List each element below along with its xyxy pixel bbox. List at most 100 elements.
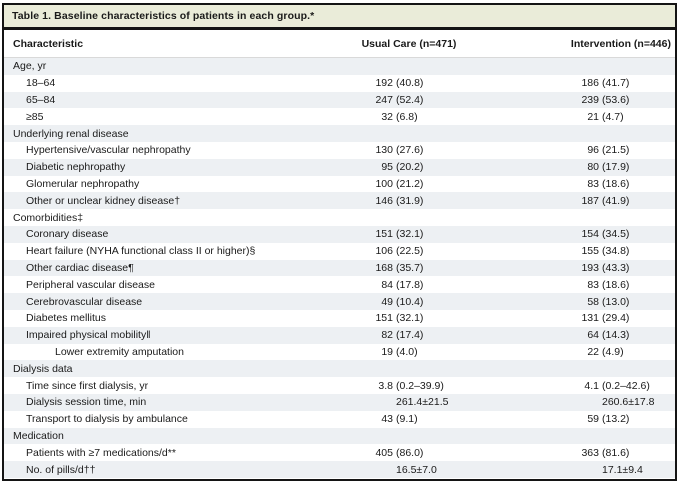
table-row: Coronary disease 151 (32.1) 154 (34.5): [4, 225, 675, 243]
value-number: 3.8: [378, 379, 393, 392]
table-row: Peripheral vascular disease 84 (17.8) 83(…: [4, 276, 675, 293]
table-title: Table 1. Baseline characteristics of pat…: [12, 10, 315, 22]
intervention-value: 154 (34.5): [489, 228, 675, 240]
row-label: Glomerular nephropathy: [26, 177, 140, 190]
row-label: Diabetic nephropathy: [26, 161, 126, 174]
value-detail: (13.0): [602, 295, 630, 308]
table-row: Diabetic nephropathy 95 (20.2) 80 (17.9): [4, 158, 675, 176]
intervention-value: 131 (29.4): [489, 312, 675, 324]
value-number: 22: [587, 345, 599, 358]
intervention-value: 80 (17.9): [489, 161, 675, 173]
table-row: 65–84 247 (52.4) 239 (53.6): [4, 91, 675, 109]
usual-care-value: 16.5±7.0: [329, 464, 489, 476]
value-number: 80: [587, 161, 599, 174]
value-number: 239: [581, 93, 599, 106]
value-detail: (32.1): [396, 312, 424, 325]
table-row: 18–64 192 (40.8) 186 (41.7): [4, 75, 675, 92]
usual-care-value: 95 (20.2): [329, 161, 489, 173]
value-detail: (4.9): [602, 345, 624, 358]
value-detail: (17.4): [396, 329, 424, 342]
intervention-value: 186 (41.7): [489, 77, 675, 89]
table-row: Hypertensive/vascular nephropathy 130 (27…: [4, 142, 675, 159]
value-detail: (81.6): [602, 446, 630, 459]
value-number: 95: [381, 161, 393, 174]
intervention-value: 59 (13.2): [489, 413, 675, 425]
row-label: Comorbidities‡: [13, 211, 84, 224]
row-label: Time since first dialysis, yr: [26, 379, 149, 392]
value-number: 43: [381, 413, 393, 426]
value-detail: (14.3): [602, 329, 630, 342]
value-number: 192: [375, 77, 393, 90]
usual-care-value: 43 (9.1): [329, 413, 489, 425]
value-detail: (18.6): [602, 177, 630, 190]
table-row: Diabetes mellitus 151 (32.1) 131 (29.4): [4, 310, 675, 327]
row-label: Dialysis session time, min: [26, 396, 147, 409]
section-row: Comorbidities‡: [4, 209, 675, 226]
row-label: Diabetes mellitus: [26, 312, 106, 325]
intervention-value: 83 (18.6): [489, 178, 675, 190]
usual-care-value: 32 (6.8): [329, 111, 489, 123]
value-number: 154: [581, 228, 599, 241]
value-number: [329, 396, 393, 408]
value-number: 32: [381, 110, 393, 123]
row-label: Medication: [13, 429, 64, 442]
table-title-bar: Table 1. Baseline characteristics of pat…: [4, 5, 675, 30]
table-row: Other cardiac disease¶ 168 (35.7) 193 (43.…: [4, 259, 675, 277]
value-detail: (52.4): [396, 93, 424, 106]
usual-care-value: 100 (21.2): [329, 178, 489, 190]
value-number: 247: [375, 93, 393, 106]
value-detail: (4.0): [396, 345, 418, 358]
usual-care-value: 3.8 (0.2–39.9): [329, 380, 489, 392]
usual-care-value: 19 (4.0): [329, 346, 489, 358]
row-label: Hypertensive/vascular nephropathy: [26, 144, 191, 157]
value-detail: (9.1): [396, 413, 418, 426]
intervention-value: 260.6±17.8: [489, 396, 675, 408]
value-detail: (22.5): [396, 245, 424, 258]
row-label: Impaired physical mobility‖: [26, 329, 151, 342]
value-detail: (4.7): [602, 110, 624, 123]
value-detail: (27.6): [396, 144, 424, 157]
value-detail: (35.7): [396, 261, 424, 274]
row-label: Other cardiac disease¶: [26, 261, 134, 274]
intervention-value: 4.1 (0.2–42.6): [489, 380, 675, 392]
section-row: Dialysis data: [4, 360, 675, 378]
value-detail: 17.1±9.4: [602, 463, 643, 476]
value-detail: (41.9): [602, 194, 630, 207]
table-row: Transport to dialysis by ambulance 43 (9.…: [4, 411, 675, 428]
row-label: Heart failure (NYHA functional class II …: [26, 245, 256, 258]
intervention-value: 193 (43.3): [489, 262, 675, 274]
value-detail: (34.8): [602, 245, 630, 258]
value-detail: (13.2): [602, 413, 630, 426]
value-number: 168: [375, 261, 393, 274]
value-number: 130: [375, 144, 393, 157]
table-card: Table 1. Baseline characteristics of pat…: [2, 3, 677, 481]
row-label: Underlying renal disease: [13, 127, 129, 140]
table-row: Heart failure (NYHA functional class II …: [4, 243, 675, 260]
section-row: Medication: [4, 427, 675, 445]
value-detail: (17.8): [396, 278, 424, 291]
table-row: Glomerular nephropathy 100 (21.2) 83 (18.6…: [4, 176, 675, 193]
row-label: Dialysis data: [13, 362, 73, 375]
value-detail: (20.2): [396, 161, 424, 174]
table-row: ≥85 32 (6.8) 21 (4.7): [4, 108, 675, 125]
intervention-value: 64 (14.3): [489, 329, 675, 341]
table-body: Age, yr 18–64 192 (40.8) 186 (41.7) 65–84 …: [4, 58, 675, 478]
value-number: [329, 464, 393, 476]
value-detail: 16.5±7.0: [396, 463, 437, 476]
usual-care-value: 168 (35.7): [329, 262, 489, 274]
value-detail: (41.7): [602, 77, 630, 90]
value-detail: (40.8): [396, 77, 424, 90]
value-detail: (17.9): [602, 161, 630, 174]
value-number: 151: [375, 228, 393, 241]
table-row: Cerebrovascular disease 49 (10.4) 58 (13.0…: [4, 293, 675, 310]
value-detail: (0.2–39.9): [396, 379, 444, 392]
table-row: Lower extremity amputation 19 (4.0) 22 (4.…: [4, 344, 675, 361]
usual-care-value: 192 (40.8): [329, 77, 489, 89]
value-detail: (53.6): [602, 93, 630, 106]
row-label: Other or unclear kidney disease†: [26, 194, 181, 207]
section-row: Age, yr: [4, 58, 675, 75]
row-label: Age, yr: [13, 60, 47, 73]
intervention-value: 187 (41.9): [489, 195, 675, 207]
usual-care-value: 84 (17.8): [329, 279, 489, 291]
intervention-value: 22 (4.9): [489, 346, 675, 358]
